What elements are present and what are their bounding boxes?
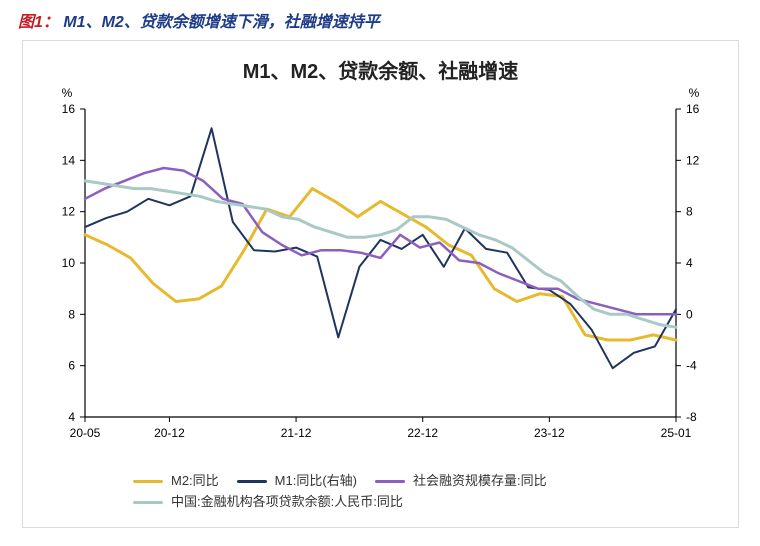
svg-text:12: 12 [62, 205, 76, 219]
svg-text:%: % [62, 86, 73, 100]
svg-text:6: 6 [68, 359, 75, 373]
svg-text:%: % [689, 86, 700, 100]
legend-swatch [133, 480, 163, 483]
figure-frame: M1、M2、贷款余额、社融增速 46810121416%-8-40481216%… [22, 40, 739, 528]
svg-text:-8: -8 [686, 410, 697, 424]
svg-text:4: 4 [686, 256, 693, 270]
svg-text:14: 14 [62, 153, 76, 167]
svg-text:16: 16 [62, 102, 76, 116]
legend-label: 中国:金融机构各项贷款余额:人民币:同比 [171, 492, 403, 513]
legend-item: 中国:金融机构各项贷款余额:人民币:同比 [133, 492, 403, 513]
svg-text:-4: -4 [686, 359, 697, 373]
legend-label: 社会融资规模存量:同比 [413, 471, 547, 492]
svg-text:22-12: 22-12 [407, 426, 438, 440]
line-chart: 4 6 8 10 12 14 16% -8 -4 0 4 8 12 16% 20-05 20-12 21-12 2… [23, 41, 738, 527]
legend-swatch [133, 501, 163, 504]
legend-row: 中国:金融机构各项贷款余额:人民币:同比 [133, 492, 693, 513]
svg-text:25-01: 25-01 [661, 426, 692, 440]
svg-text:20-05: 20-05 [70, 426, 101, 440]
legend-item: M2:同比 [133, 471, 219, 492]
svg-text:8: 8 [68, 307, 75, 321]
legend-label: M2:同比 [171, 471, 219, 492]
figure-caption: 图1： M1、M2、贷款余额增速下滑，社融增速持平 [18, 8, 738, 32]
svg-text:8: 8 [686, 205, 693, 219]
legend-item: 社会融资规模存量:同比 [375, 471, 547, 492]
legend: M2:同比 M1:同比(右轴) 社会融资规模存量:同比 中国:金融机构各项贷款余额:… [133, 471, 693, 513]
legend-item: M1:同比(右轴) [237, 471, 357, 492]
legend-label: M1:同比(右轴) [275, 471, 357, 492]
legend-swatch [375, 480, 405, 483]
page: 图1： M1、M2、贷款余额增速下滑，社融增速持平 M1、M2、贷款余额、社融增… [0, 0, 760, 546]
svg-text:12: 12 [686, 153, 700, 167]
caption-text: M1、M2、贷款余额增速下滑，社融增速持平 [59, 14, 380, 31]
svg-text:16: 16 [686, 102, 700, 116]
legend-swatch [237, 480, 267, 483]
legend-row: M2:同比 M1:同比(右轴) 社会融资规模存量:同比 [133, 471, 693, 492]
svg-text:20-12: 20-12 [154, 426, 185, 440]
caption-prefix: 图1： [18, 14, 59, 31]
svg-text:23-12: 23-12 [534, 426, 565, 440]
svg-text:21-12: 21-12 [281, 426, 312, 440]
svg-text:0: 0 [686, 307, 693, 321]
svg-text:4: 4 [68, 410, 75, 424]
svg-text:10: 10 [62, 256, 76, 270]
